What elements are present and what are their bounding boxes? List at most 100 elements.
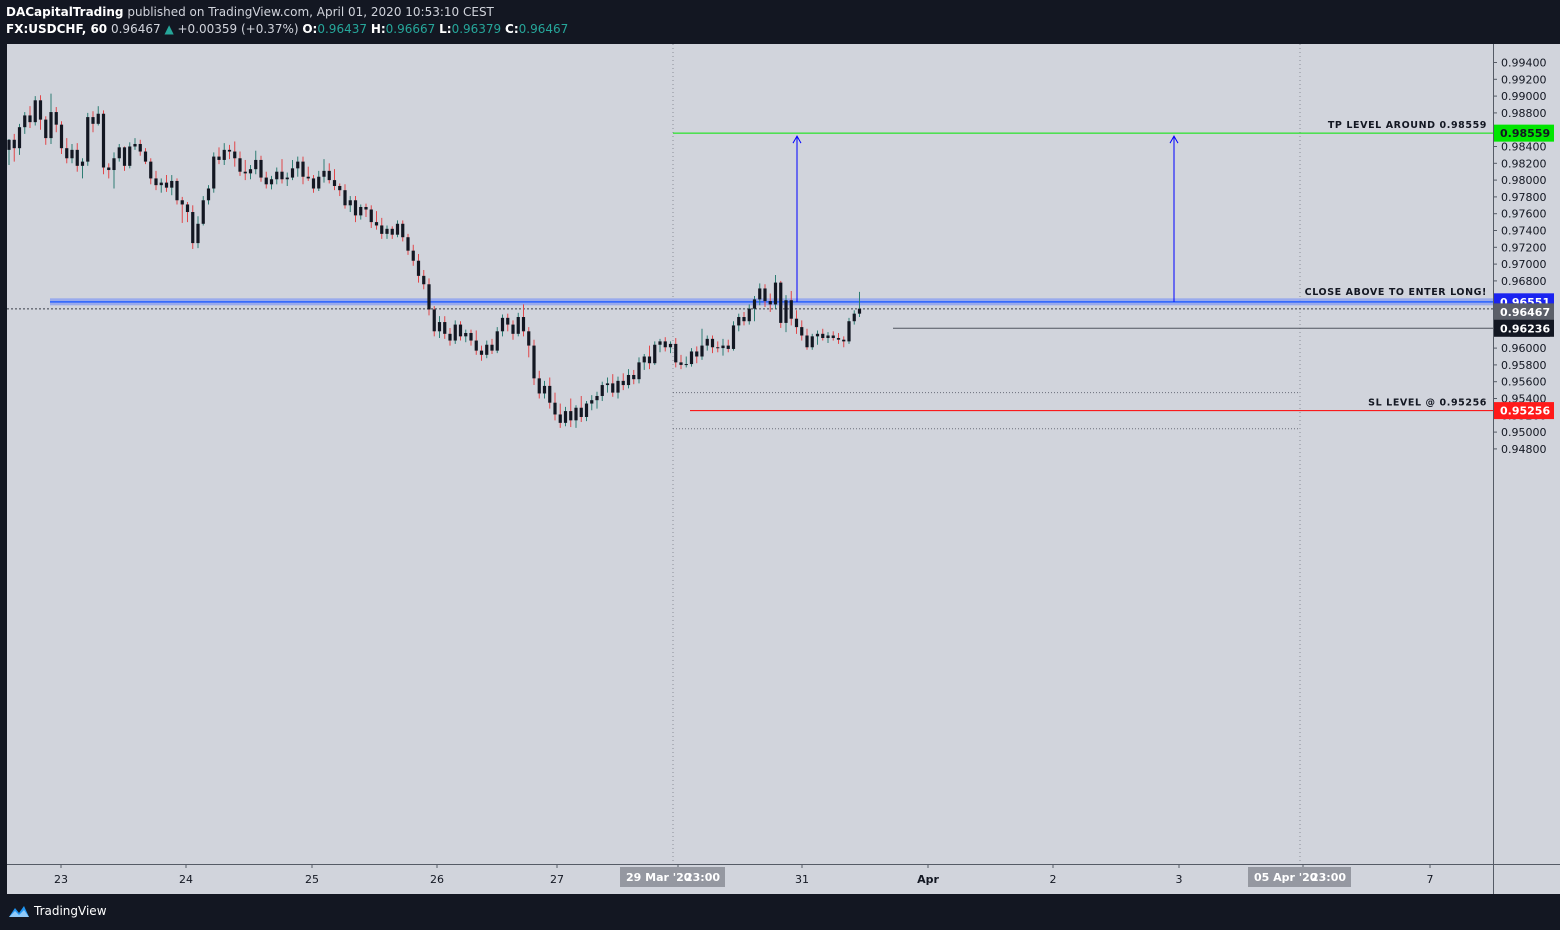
candle-body xyxy=(185,204,190,213)
price-tick-label: 0.99200 xyxy=(1501,73,1547,86)
candle-body xyxy=(33,100,37,123)
last-price-badge: 0.96467 xyxy=(1500,306,1550,319)
candle-body xyxy=(23,115,27,128)
time-tick-label: 27 xyxy=(550,873,564,886)
candle-body xyxy=(374,222,379,226)
candle-body xyxy=(264,177,268,185)
candle-body xyxy=(369,209,373,223)
candle-body xyxy=(175,180,179,201)
candle-body xyxy=(101,113,106,168)
time-tick-label: 31 xyxy=(795,873,809,886)
candle-body xyxy=(584,403,589,417)
candle-body xyxy=(448,333,452,341)
candle-body xyxy=(49,112,53,139)
time-tick-label: 3 xyxy=(1176,873,1183,886)
time-tick-label: 2 xyxy=(1050,873,1057,886)
time-highlight-date: 05 Apr '20 xyxy=(1254,871,1318,884)
price-tick-label: 0.96000 xyxy=(1501,342,1547,355)
candle-body xyxy=(805,335,809,348)
candle-body xyxy=(311,178,316,189)
candle-body xyxy=(212,156,216,189)
time-tick-label: 23 xyxy=(54,873,68,886)
candle-body xyxy=(86,117,90,162)
price-tick-label: 0.97200 xyxy=(1501,241,1547,254)
candle-body xyxy=(12,139,16,149)
candle-body xyxy=(773,282,778,305)
candle-body xyxy=(842,339,846,342)
candle-body xyxy=(149,161,153,179)
candle-body xyxy=(122,147,127,166)
candle-body xyxy=(259,159,263,178)
candle-body xyxy=(243,171,247,174)
close-label: C: xyxy=(505,22,519,36)
candle-body xyxy=(170,180,174,188)
candle-body xyxy=(275,171,279,180)
candle-body xyxy=(222,149,226,160)
candle-body xyxy=(763,288,767,302)
candle-body xyxy=(857,308,862,314)
level-price-badge-bg xyxy=(1494,319,1554,337)
time-tick-label: 7 xyxy=(1427,873,1434,886)
candle-body xyxy=(380,225,384,234)
candle-body xyxy=(815,333,820,337)
candle-body xyxy=(254,159,258,170)
candle-body xyxy=(128,146,132,166)
candle-body xyxy=(269,179,274,185)
candle-body xyxy=(731,325,736,349)
candle-body xyxy=(737,317,741,326)
candle-body xyxy=(217,156,221,160)
candle-body xyxy=(80,161,85,166)
candle-body xyxy=(810,336,814,348)
candle-body xyxy=(521,317,526,332)
candle-body xyxy=(280,171,284,180)
candle-body xyxy=(469,332,473,341)
candle-body xyxy=(548,385,552,403)
time-highlight-badge xyxy=(620,867,725,887)
candle-body xyxy=(758,288,762,300)
candle-body xyxy=(138,143,142,152)
candle-body xyxy=(437,322,442,332)
price-tick-label: 0.95600 xyxy=(1501,376,1547,389)
candle-body xyxy=(390,228,394,235)
candle-body xyxy=(38,100,43,120)
candle-body xyxy=(789,300,793,319)
price-chart[interactable]: TP LEVEL AROUND 0.98559 CLOSE ABOVE TO EN… xyxy=(0,44,1560,894)
author-name[interactable]: DACapitalTrading xyxy=(6,5,124,19)
candle-body xyxy=(75,149,79,166)
candle-body xyxy=(416,260,421,276)
level-price-badge: 0.96236 xyxy=(1500,322,1550,335)
price-tick-label: 0.95000 xyxy=(1501,426,1547,439)
time-tick-label: Apr xyxy=(917,873,939,886)
time-highlight-date: 29 Mar '20 xyxy=(626,871,692,884)
candle-body xyxy=(353,200,358,216)
tradingview-logo-icon[interactable] xyxy=(8,904,30,918)
candle-body xyxy=(322,170,326,177)
candle-body xyxy=(474,340,478,351)
candle-body xyxy=(285,177,289,180)
low-label: L: xyxy=(439,22,452,36)
candle-body xyxy=(632,374,636,380)
candle-body xyxy=(453,324,457,341)
sl-price-badge: 0.95256 xyxy=(1500,405,1550,418)
open-label: O: xyxy=(302,22,318,36)
price-tick-label: 0.95800 xyxy=(1501,359,1547,372)
candle-body xyxy=(301,161,305,177)
candle-body xyxy=(527,331,531,346)
candle-body xyxy=(826,335,830,339)
chart-area[interactable]: TP LEVEL AROUND 0.98559 CLOSE ABOVE TO EN… xyxy=(0,44,1560,894)
symbol-label[interactable]: FX:USDCHF, 60 xyxy=(6,22,108,36)
price-tick-label: 0.97400 xyxy=(1501,225,1547,238)
candle-body xyxy=(500,317,505,332)
published-info: published on TradingView.com, April 01, … xyxy=(127,5,494,19)
tradingview-brand[interactable]: TradingView xyxy=(34,904,107,918)
tp-price-badge: 0.98559 xyxy=(1500,127,1550,140)
candle-body xyxy=(831,335,835,339)
low-value: 0.96379 xyxy=(451,22,502,36)
candle-body xyxy=(422,275,426,285)
time-highlight-time: 23:00 xyxy=(685,871,720,884)
target-arrow-head xyxy=(792,135,802,144)
candle-body xyxy=(464,332,468,337)
candle-body xyxy=(59,124,64,149)
candle-body xyxy=(852,313,856,322)
candle-body xyxy=(779,282,783,323)
